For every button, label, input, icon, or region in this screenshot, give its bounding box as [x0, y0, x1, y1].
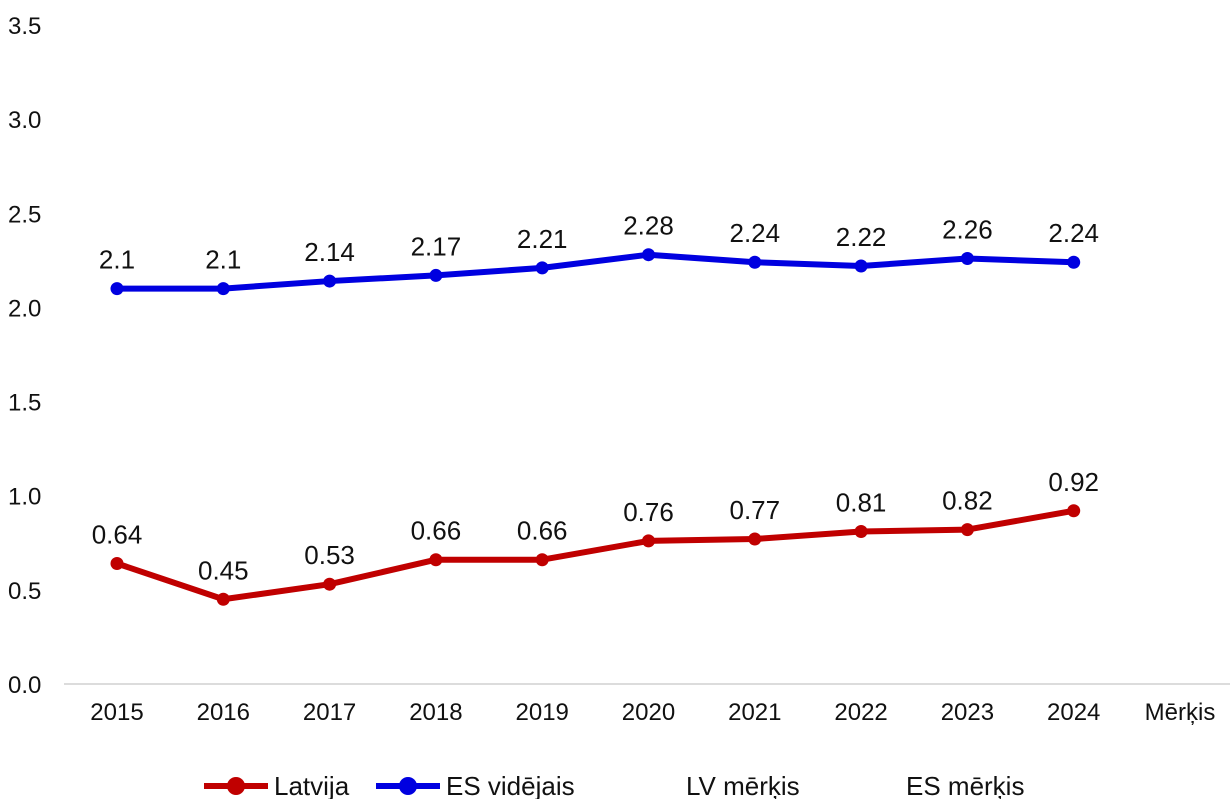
x-axis: 2015 2016 2017 2018 2019 2020 2021 2022 2023 2024… [90, 699, 1215, 726]
data-point [642, 248, 655, 262]
legend-label: LV mērķis [686, 771, 800, 799]
data-point [854, 524, 868, 538]
legend-label: Latvija [274, 771, 350, 799]
x-tick-label: 2015 [90, 699, 143, 726]
y-tick-label: 0.5 [8, 578, 41, 605]
data-label: 0.64 [92, 519, 143, 549]
y-tick-label: 1.5 [8, 390, 41, 417]
data-label: 2.26 [942, 214, 993, 244]
data-point [854, 259, 868, 273]
data-point [216, 282, 230, 296]
data-point [748, 255, 762, 269]
x-tick-label: 2020 [622, 699, 675, 726]
data-label: 2.1 [99, 245, 135, 275]
x-tick-label: 2023 [941, 699, 994, 726]
x-tick-label: 2022 [834, 699, 887, 726]
x-tick-label: 2018 [409, 699, 462, 726]
data-label: 0.66 [517, 516, 568, 546]
legend-label: ES mērķis [906, 771, 1024, 799]
data-point [323, 577, 337, 591]
data-label: 0.45 [198, 555, 249, 585]
data-point [1067, 504, 1081, 518]
y-tick-label: 3.0 [8, 107, 41, 134]
data-point [1067, 255, 1081, 269]
data-point [429, 553, 443, 567]
data-label: 2.24 [729, 218, 780, 248]
y-tick-label: 3.5 [8, 13, 41, 40]
data-point [216, 592, 230, 606]
y-tick-label: 1.0 [8, 484, 41, 511]
data-label: 0.81 [836, 487, 887, 517]
x-tick-label: 2016 [197, 699, 250, 726]
x-tick-label: 2019 [516, 699, 569, 726]
data-point [535, 553, 549, 567]
data-label: 0.53 [304, 540, 355, 570]
data-label: 2.22 [836, 222, 887, 252]
data-label: 2.1 [205, 245, 241, 275]
data-point [960, 523, 974, 537]
data-point [748, 532, 762, 546]
data-point [535, 261, 549, 275]
data-label: 0.77 [729, 495, 780, 525]
x-tick-label: 2021 [728, 699, 781, 726]
x-tick-label: 2024 [1047, 699, 1100, 726]
data-label: 0.76 [623, 497, 674, 527]
data-point [429, 268, 443, 282]
data-point [110, 282, 124, 296]
series-line-1 [114, 251, 1077, 292]
y-tick-label: 0.0 [8, 672, 41, 699]
data-point [323, 274, 337, 288]
data-label: 0.66 [411, 516, 462, 546]
data-label: 2.17 [411, 231, 462, 261]
series-layer [110, 248, 1081, 606]
data-label: 2.28 [623, 211, 674, 241]
data-label: 2.24 [1048, 218, 1099, 248]
data-point [110, 556, 124, 570]
data-label: 0.82 [942, 486, 993, 516]
y-axis: 0.0 0.5 1.0 1.5 2.0 2.5 3.0 3.5 [8, 13, 41, 699]
data-point [960, 251, 974, 265]
y-tick-label: 2.0 [8, 295, 41, 322]
x-tick-label: 2017 [303, 699, 356, 726]
data-label: 2.21 [517, 224, 568, 254]
series-line-0 [114, 507, 1077, 603]
data-label: 0.92 [1048, 467, 1099, 497]
data-labels: 0.64 0.45 0.53 0.66 0.66 0.76 0.77 0.81 0.82 0.92… [92, 211, 1099, 586]
x-tick-label: Mērķis [1145, 699, 1216, 726]
y-tick-label: 2.5 [8, 201, 41, 228]
legend-marker [227, 777, 245, 795]
data-label: 2.14 [304, 237, 355, 267]
legend-label: ES vidējais [446, 771, 575, 799]
legend: Latvija ES vidējais LV mērķis ES mērķis [204, 771, 1024, 799]
legend-marker [399, 777, 417, 795]
data-point [642, 534, 655, 548]
